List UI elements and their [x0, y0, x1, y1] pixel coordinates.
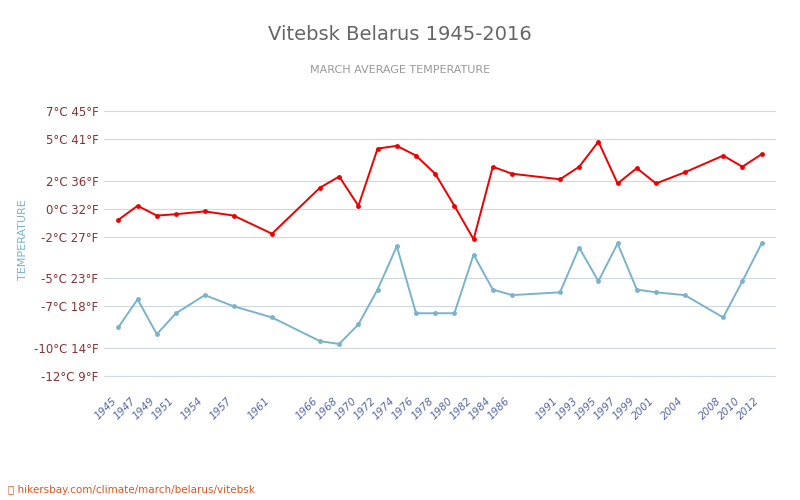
Text: 📍 hikersbay.com/climate/march/belarus/vitebsk: 📍 hikersbay.com/climate/march/belarus/vi…: [8, 485, 255, 495]
Text: MARCH AVERAGE TEMPERATURE: MARCH AVERAGE TEMPERATURE: [310, 65, 490, 75]
Y-axis label: TEMPERATURE: TEMPERATURE: [18, 200, 28, 280]
Text: Vitebsk Belarus 1945-2016: Vitebsk Belarus 1945-2016: [268, 26, 532, 44]
